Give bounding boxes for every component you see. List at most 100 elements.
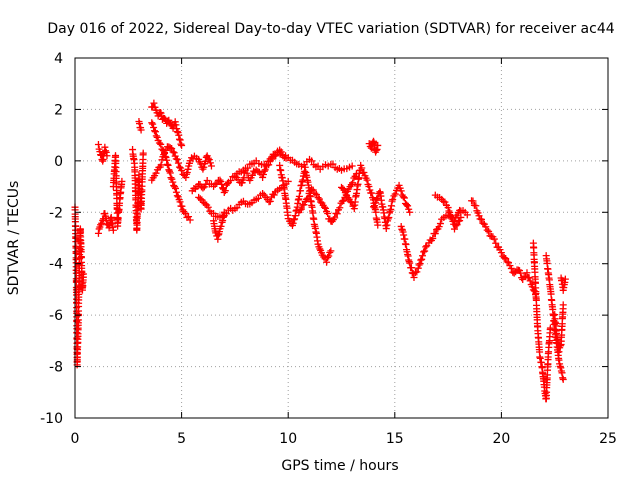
data-point xyxy=(174,159,182,167)
data-point xyxy=(439,197,447,205)
data-point xyxy=(177,140,185,148)
data-point xyxy=(260,167,268,175)
data-point xyxy=(349,179,357,187)
data-point xyxy=(416,260,424,268)
data-point xyxy=(200,163,208,171)
data-point xyxy=(176,198,184,206)
data-point xyxy=(291,215,299,223)
data-point xyxy=(405,205,413,213)
data-point xyxy=(526,277,534,285)
data-point xyxy=(137,126,145,134)
data-point xyxy=(348,162,356,170)
data-point xyxy=(300,201,308,209)
data-point xyxy=(207,162,215,170)
y-tick-label: -2 xyxy=(49,205,63,221)
data-point xyxy=(469,197,477,205)
data-point xyxy=(170,149,178,157)
data-point xyxy=(101,143,109,151)
y-tick-label: -6 xyxy=(49,308,63,324)
data-point xyxy=(304,194,312,202)
data-point xyxy=(324,253,332,261)
x-tick-label: 0 xyxy=(71,431,80,447)
x-axis-label: GPS time / hours xyxy=(281,458,398,474)
data-point xyxy=(196,195,204,203)
data-point xyxy=(185,213,193,221)
data-point xyxy=(365,183,373,191)
data-point xyxy=(446,209,454,217)
data-point xyxy=(397,187,405,195)
data-point xyxy=(559,301,567,309)
data-point xyxy=(173,128,181,136)
data-point xyxy=(311,189,319,197)
data-point xyxy=(475,212,483,220)
data-point xyxy=(297,205,305,213)
data-point xyxy=(261,166,269,174)
data-point xyxy=(150,124,158,132)
data-point xyxy=(149,120,157,128)
data-point xyxy=(546,324,554,332)
data-point xyxy=(184,165,192,173)
data-point xyxy=(289,219,297,227)
data-point xyxy=(492,239,500,247)
data-point xyxy=(243,169,251,177)
data-point xyxy=(167,174,175,182)
data-point xyxy=(528,283,536,291)
data-point xyxy=(436,220,444,228)
data-point xyxy=(419,252,427,260)
data-point xyxy=(360,169,368,177)
data-point xyxy=(151,128,159,136)
y-tick-label: 4 xyxy=(54,51,63,67)
data-point xyxy=(450,225,458,233)
data-point xyxy=(172,121,180,129)
data-point xyxy=(407,264,415,272)
data-point xyxy=(166,167,174,175)
data-point xyxy=(435,223,443,231)
data-point xyxy=(523,269,531,277)
data-point xyxy=(173,192,181,200)
data-point xyxy=(410,273,418,281)
data-point xyxy=(163,160,171,168)
data-point xyxy=(478,215,486,223)
x-tick-label: 10 xyxy=(279,431,297,447)
data-point xyxy=(148,119,156,127)
data-point xyxy=(94,141,102,149)
data-point xyxy=(172,188,180,196)
data-point xyxy=(221,187,229,195)
data-point xyxy=(485,227,493,235)
data-point xyxy=(259,190,267,198)
data-point xyxy=(413,268,421,276)
data-point xyxy=(157,109,165,117)
data-point xyxy=(109,226,117,234)
data-point xyxy=(341,189,349,197)
data-point xyxy=(441,198,449,206)
data-point xyxy=(155,139,163,147)
data-point xyxy=(358,164,366,172)
data-point xyxy=(561,275,569,283)
data-point xyxy=(316,245,324,253)
y-tick-label: -10 xyxy=(40,411,63,427)
data-point xyxy=(172,184,180,192)
data-point xyxy=(556,342,564,350)
x-tick-label: 25 xyxy=(599,431,617,447)
data-point xyxy=(309,186,317,194)
data-point xyxy=(517,269,525,277)
data-point xyxy=(158,145,166,153)
data-point xyxy=(457,213,465,221)
data-point xyxy=(503,258,511,266)
data-point xyxy=(418,255,426,263)
data-point xyxy=(152,132,160,140)
y-tick-label: 2 xyxy=(54,102,63,118)
data-point xyxy=(391,190,399,198)
data-point xyxy=(472,202,480,210)
data-point xyxy=(308,157,316,165)
data-point xyxy=(421,247,429,255)
data-point xyxy=(178,141,186,149)
data-point xyxy=(414,264,422,272)
data-point xyxy=(431,230,439,238)
data-point xyxy=(211,180,219,188)
data-point xyxy=(505,259,513,267)
data-point xyxy=(452,222,460,230)
data-point xyxy=(169,148,177,156)
data-point xyxy=(336,204,344,212)
